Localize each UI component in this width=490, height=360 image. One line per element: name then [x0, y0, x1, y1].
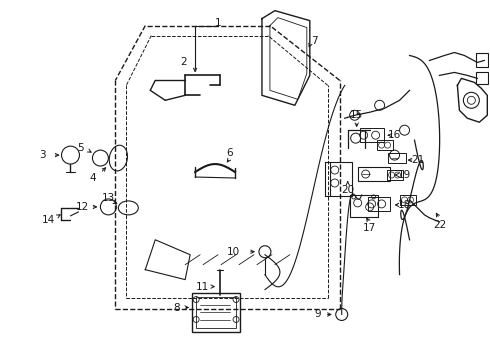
Text: 14: 14 — [42, 215, 55, 225]
Bar — [368, 197, 390, 211]
Bar — [192, 293, 240, 332]
Text: 21: 21 — [411, 155, 424, 165]
Bar — [476, 72, 489, 84]
Text: 18: 18 — [398, 200, 411, 210]
Text: 11: 11 — [196, 282, 209, 292]
Text: 7: 7 — [312, 36, 318, 46]
Text: 9: 9 — [315, 310, 321, 319]
Text: 20: 20 — [341, 185, 354, 195]
Text: 5: 5 — [77, 143, 84, 153]
Text: 16: 16 — [388, 130, 401, 140]
Bar — [399, 195, 416, 205]
Text: 3: 3 — [39, 150, 46, 160]
Text: 1: 1 — [215, 18, 221, 28]
Bar — [350, 195, 378, 217]
Bar — [196, 297, 236, 328]
Text: 8: 8 — [173, 302, 179, 312]
Text: 4: 4 — [89, 173, 96, 183]
Bar — [388, 153, 406, 163]
Text: 2: 2 — [180, 58, 187, 67]
Bar — [377, 140, 392, 150]
Bar — [360, 128, 384, 142]
Text: 10: 10 — [226, 247, 240, 257]
Text: 6: 6 — [227, 148, 233, 158]
Bar — [330, 162, 352, 196]
Text: 17: 17 — [363, 223, 376, 233]
Text: 12: 12 — [76, 202, 89, 212]
Bar — [358, 167, 390, 181]
Bar — [476, 54, 489, 67]
Text: 15: 15 — [350, 110, 363, 120]
Text: 19: 19 — [398, 170, 411, 180]
Text: 13: 13 — [102, 193, 115, 203]
Bar — [387, 170, 403, 180]
Text: 22: 22 — [433, 220, 446, 230]
